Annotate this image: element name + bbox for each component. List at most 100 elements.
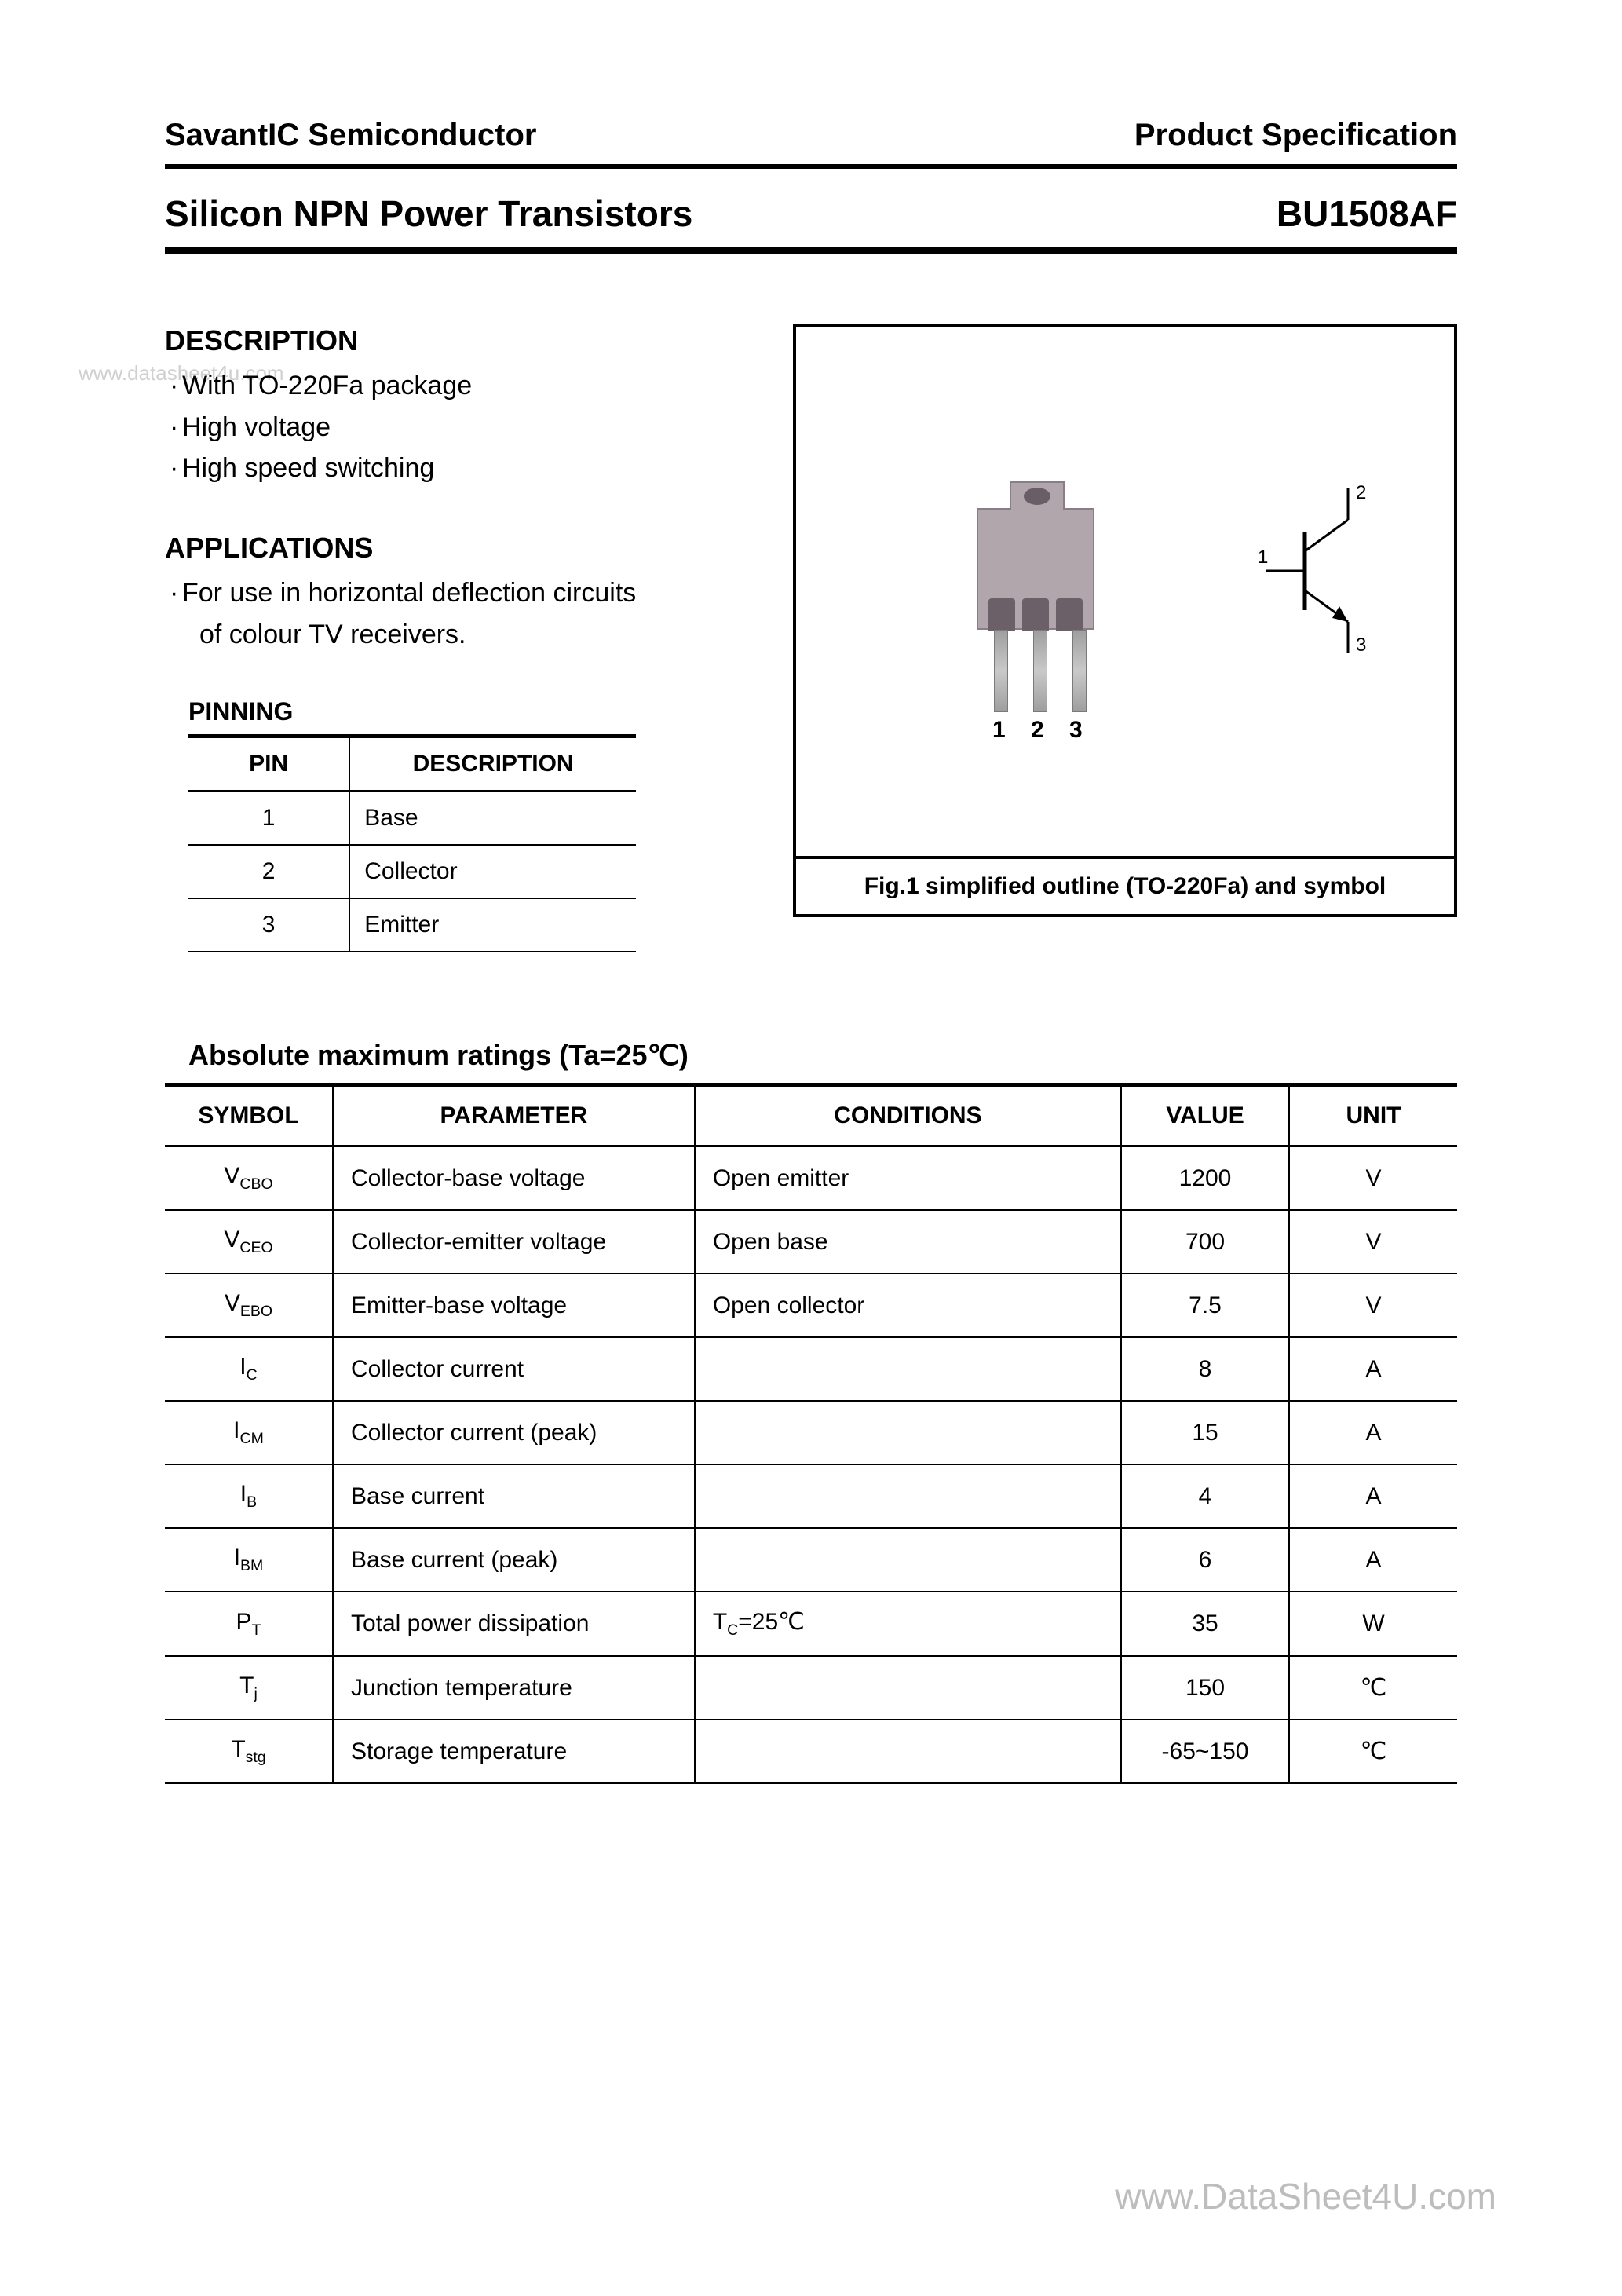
rating-conditions xyxy=(695,1656,1121,1720)
table-row: IBMBase current (peak) 6A xyxy=(165,1528,1457,1592)
description-section: DESCRIPTION ·With TO-220Fa package ·High… xyxy=(165,324,746,489)
rating-parameter: Collector-emitter voltage xyxy=(333,1210,695,1274)
col-conditions: CONDITIONS xyxy=(695,1085,1121,1146)
rating-value: 150 xyxy=(1121,1656,1289,1720)
col-pin: PIN xyxy=(188,737,349,792)
package-lead xyxy=(994,630,1008,712)
symbol-pin-collector: 2 xyxy=(1356,484,1366,503)
package-bump xyxy=(988,598,1015,631)
description-text: With TO-220Fa package xyxy=(182,371,472,400)
applications-line: ·For use in horizontal deflection circui… xyxy=(165,572,746,614)
rating-symbol: PT xyxy=(165,1592,333,1656)
rating-conditions xyxy=(695,1337,1121,1401)
package-leads xyxy=(994,630,1087,712)
rating-conditions xyxy=(695,1528,1121,1592)
watermark-right: www.DataSheet4U.com xyxy=(1115,2175,1496,2217)
rating-parameter: Base current xyxy=(333,1464,695,1528)
rating-symbol: VCEO xyxy=(165,1210,333,1274)
ratings-table: SYMBOL PARAMETER CONDITIONS VALUE UNIT V… xyxy=(165,1083,1457,1784)
rating-conditions: Open emitter xyxy=(695,1146,1121,1211)
rating-unit: A xyxy=(1289,1528,1457,1592)
table-row: 2 Collector xyxy=(188,845,636,898)
rating-conditions xyxy=(695,1720,1121,1783)
rating-symbol: VCBO xyxy=(165,1146,333,1211)
figure-caption: Fig.1 simplified outline (TO-220Fa) and … xyxy=(796,856,1454,914)
product-family: Silicon NPN Power Transistors xyxy=(165,192,692,235)
applications-heading: APPLICATIONS xyxy=(165,532,746,565)
table-row: VCEOCollector-emitter voltageOpen base70… xyxy=(165,1210,1457,1274)
table-row: ICMCollector current (peak)15A xyxy=(165,1401,1457,1464)
applications-line: of colour TV receivers. xyxy=(165,614,746,656)
table-row: PTTotal power dissipationTC=25℃35W xyxy=(165,1592,1457,1656)
col-description: DESCRIPTION xyxy=(349,737,636,792)
applications-section: APPLICATIONS ·For use in horizontal defl… xyxy=(165,532,746,655)
col-unit: UNIT xyxy=(1289,1085,1457,1146)
pinning-section: PINNING PIN DESCRIPTION 1 Base xyxy=(165,697,746,952)
rating-unit: A xyxy=(1289,1464,1457,1528)
rating-value: 4 xyxy=(1121,1464,1289,1528)
package-lead xyxy=(1033,630,1047,712)
figure-box: 1 2 3 1 2 3 Fig.1 simp xyxy=(793,324,1457,917)
pin-desc: Base xyxy=(349,792,636,846)
company-name: SavantIC Semiconductor xyxy=(165,118,536,153)
rating-symbol: ICM xyxy=(165,1401,333,1464)
rating-unit: W xyxy=(1289,1592,1457,1656)
title-row: Silicon NPN Power Transistors BU1508AF xyxy=(165,192,1457,254)
rating-symbol: Tj xyxy=(165,1656,333,1720)
right-column: 1 2 3 1 2 3 Fig.1 simp xyxy=(793,324,1457,952)
package-bumps xyxy=(978,598,1093,631)
description-item: ·With TO-220Fa package xyxy=(165,365,746,407)
datasheet-page: SavantIC Semiconductor Product Specifica… xyxy=(0,0,1622,1784)
doc-type: Product Specification xyxy=(1134,118,1457,153)
rating-symbol: IC xyxy=(165,1337,333,1401)
package-outline: 1 2 3 xyxy=(977,508,1094,630)
rating-value: -65~150 xyxy=(1121,1720,1289,1783)
rating-value: 700 xyxy=(1121,1210,1289,1274)
rating-parameter: Storage temperature xyxy=(333,1720,695,1783)
rating-value: 7.5 xyxy=(1121,1274,1289,1337)
rating-unit: V xyxy=(1289,1146,1457,1211)
rating-value: 6 xyxy=(1121,1528,1289,1592)
rating-unit: V xyxy=(1289,1210,1457,1274)
rating-symbol: IB xyxy=(165,1464,333,1528)
rating-parameter: Collector current xyxy=(333,1337,695,1401)
rating-value: 8 xyxy=(1121,1337,1289,1401)
applications-text: For use in horizontal deflection circuit… xyxy=(182,578,636,608)
pin-number: 1 xyxy=(188,792,349,846)
description-text: High voltage xyxy=(182,412,331,442)
col-symbol: SYMBOL xyxy=(165,1085,333,1146)
package-lead xyxy=(1072,630,1087,712)
col-parameter: PARAMETER xyxy=(333,1085,695,1146)
table-row: TjJunction temperature150℃ xyxy=(165,1656,1457,1720)
rating-unit: V xyxy=(1289,1274,1457,1337)
package-hole xyxy=(1024,488,1050,505)
header-row: SavantIC Semiconductor Product Specifica… xyxy=(165,118,1457,169)
rating-conditions: Open base xyxy=(695,1210,1121,1274)
pin-desc: Emitter xyxy=(349,898,636,952)
rating-symbol: IBM xyxy=(165,1528,333,1592)
symbol-pin-base: 1 xyxy=(1258,547,1268,568)
rating-parameter: Junction temperature xyxy=(333,1656,695,1720)
rating-parameter: Collector-base voltage xyxy=(333,1146,695,1211)
left-column: DESCRIPTION ·With TO-220Fa package ·High… xyxy=(165,324,746,952)
part-number: BU1508AF xyxy=(1277,192,1457,235)
rating-value: 1200 xyxy=(1121,1146,1289,1211)
ratings-heading: Absolute maximum ratings (Ta=25℃) xyxy=(165,1039,1457,1072)
pinning-heading: PINNING xyxy=(165,697,746,726)
package-bump xyxy=(1022,598,1049,631)
rating-parameter: Base current (peak) xyxy=(333,1528,695,1592)
table-header-row: SYMBOL PARAMETER CONDITIONS VALUE UNIT xyxy=(165,1085,1457,1146)
description-text: High speed switching xyxy=(182,453,434,483)
rating-unit: ℃ xyxy=(1289,1720,1457,1783)
figure-area: 1 2 3 1 2 3 xyxy=(796,327,1454,856)
table-row: 1 Base xyxy=(188,792,636,846)
rating-symbol: Tstg xyxy=(165,1720,333,1783)
table-row: ICCollector current8A xyxy=(165,1337,1457,1401)
rating-conditions xyxy=(695,1401,1121,1464)
content-top: DESCRIPTION ·With TO-220Fa package ·High… xyxy=(165,324,1457,952)
rating-parameter: Collector current (peak) xyxy=(333,1401,695,1464)
rating-conditions xyxy=(695,1464,1121,1528)
table-row: VCBOCollector-base voltageOpen emitter12… xyxy=(165,1146,1457,1211)
table-header-row: PIN DESCRIPTION xyxy=(188,737,636,792)
package-pin-labels: 1 2 3 xyxy=(992,717,1092,744)
